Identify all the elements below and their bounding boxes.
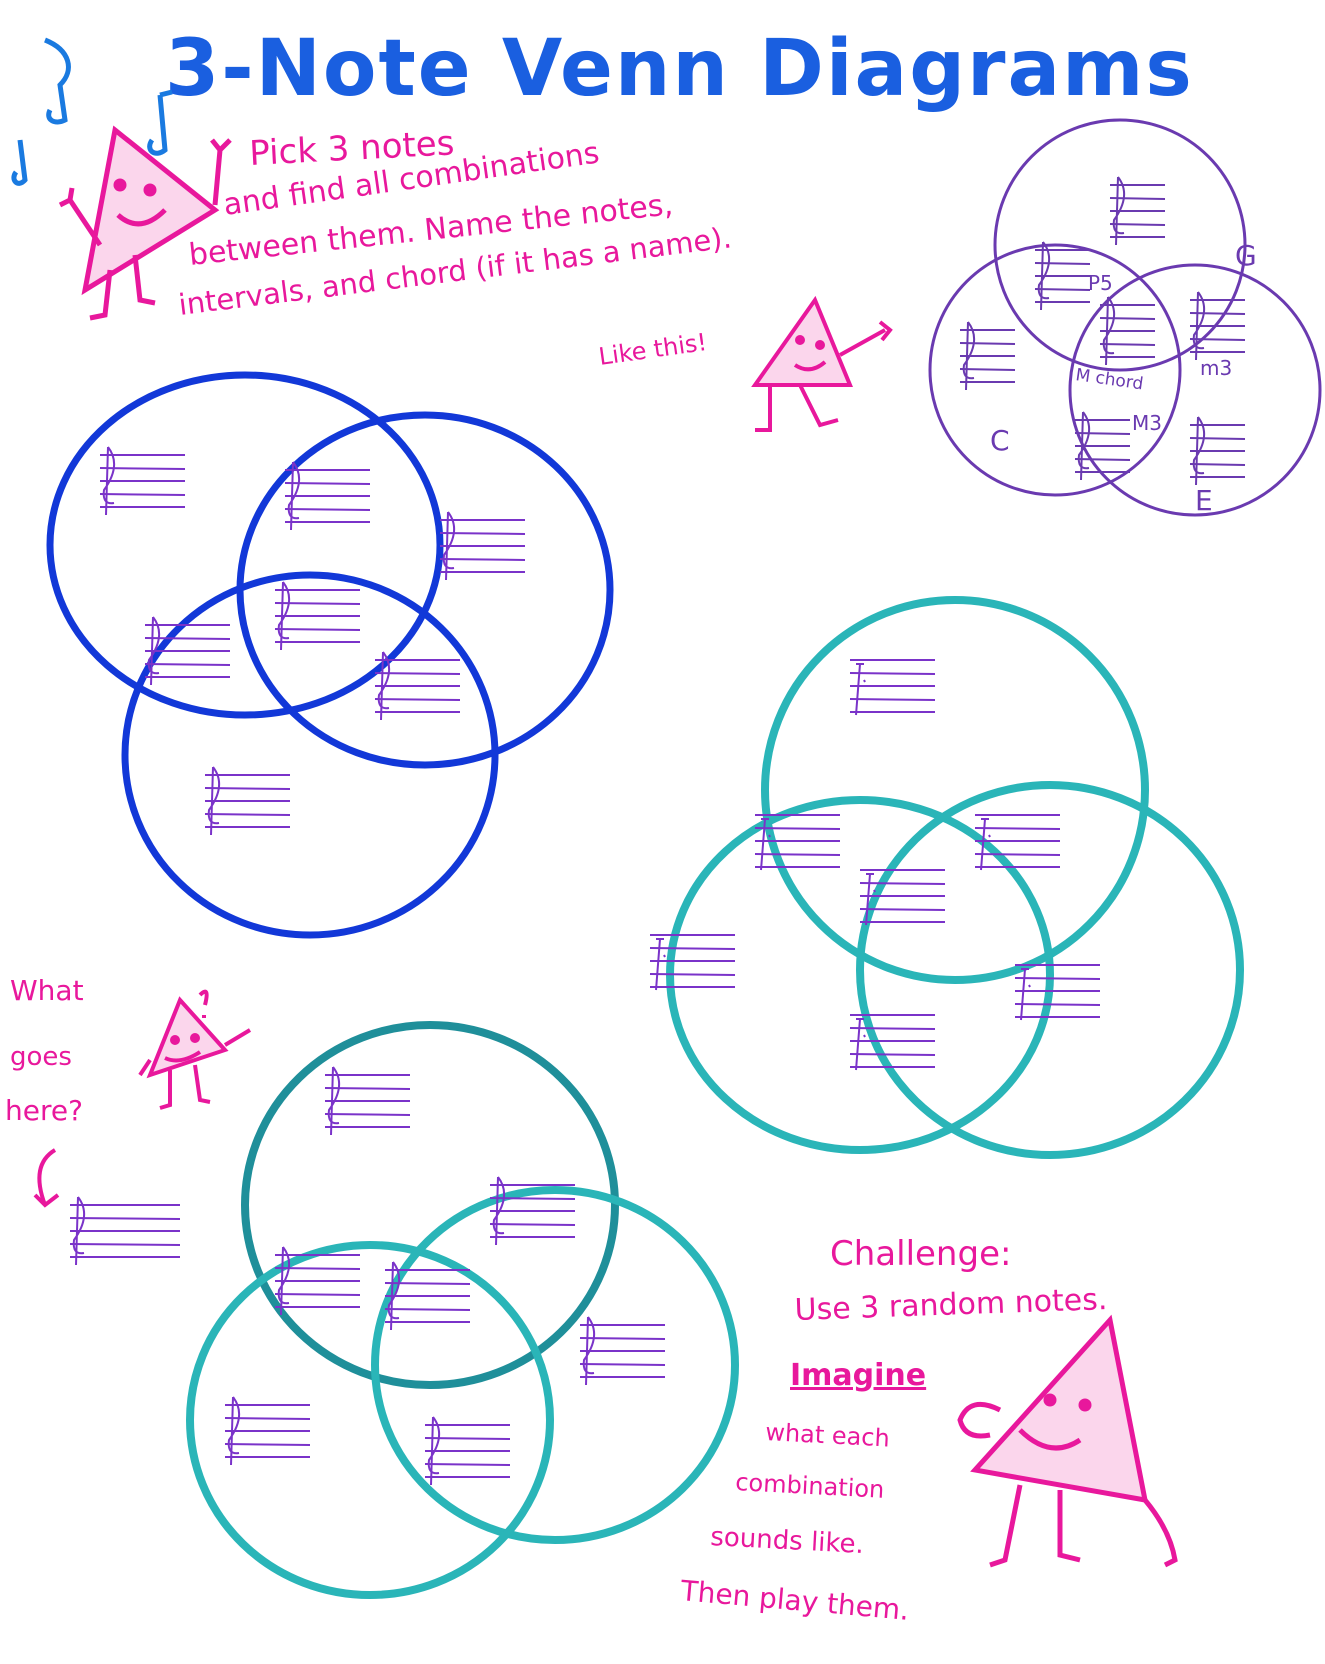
- teal-right-staff-6: [1015, 965, 1100, 1020]
- example-note-g: G: [1235, 239, 1257, 272]
- hint-staff: [70, 1197, 180, 1265]
- teal-right-staff-1: [850, 660, 935, 715]
- example-note-e: E: [1195, 484, 1213, 517]
- example-staff-7: [1190, 417, 1245, 485]
- challenge-line-4: sounds like.: [710, 1522, 865, 1560]
- triangle-mascot-large: [960, 1320, 1175, 1565]
- hint-line-1: What: [10, 974, 84, 1007]
- teal-venn-diagram-right: [650, 600, 1240, 1155]
- page-title: 3-Note Venn Diagrams: [165, 24, 1194, 114]
- like-this-caption: Like this!: [597, 328, 709, 371]
- challenge-line-5: Then play them.: [678, 1574, 910, 1627]
- triangle-mascot-pointing: [755, 300, 890, 430]
- blue-venn-diagram: [50, 375, 610, 935]
- triangle-mascot-thinking: [140, 992, 250, 1108]
- challenge-line-3: combination: [735, 1468, 885, 1504]
- example-staff-4: [1190, 292, 1245, 360]
- teal-right-staff-5: [650, 935, 735, 990]
- example-staff-2: [1035, 242, 1090, 310]
- challenge-heading: Challenge:: [830, 1234, 1011, 1274]
- example-staff-5: [960, 322, 1015, 390]
- teal-bottom-circle-2: [375, 1190, 735, 1540]
- example-note-c: C: [990, 424, 1010, 457]
- teal-bottom-staff-5: [580, 1317, 665, 1385]
- teal-right-staff-7: [850, 1015, 935, 1070]
- example-circle-g: [995, 120, 1245, 370]
- hint-staff-lines: [70, 1197, 180, 1265]
- example-staff-6: [1075, 412, 1130, 480]
- hint-line-2: goes: [10, 1042, 72, 1072]
- challenge-line-2: what each: [765, 1418, 891, 1452]
- example-staff-3: [1100, 297, 1155, 365]
- example-interval-m3-minor: m3: [1200, 356, 1232, 380]
- teal-bottom-staff-6: [225, 1397, 310, 1465]
- example-interval-p5: P5: [1088, 271, 1113, 295]
- example-interval-m3-major: M3: [1132, 411, 1162, 435]
- teal-bottom-circle-3: [190, 1245, 550, 1595]
- blue-staff-7: [205, 767, 290, 835]
- blue-staff-5: [145, 617, 230, 685]
- teal-bottom-staff-3: [275, 1247, 360, 1315]
- blue-staff-6: [375, 652, 460, 720]
- challenge-imagine: Imagine: [790, 1358, 926, 1393]
- blue-staff-2: [285, 462, 370, 530]
- example-staff-1: [1110, 177, 1165, 245]
- teal-bottom-staff-7: [425, 1417, 510, 1485]
- example-venn-diagram: G C E P5 m3 M3 M chord: [930, 120, 1320, 517]
- teal-bottom-staff-4: [385, 1262, 470, 1330]
- blue-staff-3: [440, 512, 525, 580]
- arrow-icon: [35, 1150, 58, 1205]
- hint-line-3: here?: [5, 1094, 83, 1127]
- hint: What goes here?: [5, 974, 84, 1127]
- teal-bottom-staff-1: [325, 1067, 410, 1135]
- instructions: Pick 3 notes and find all combinations b…: [177, 123, 734, 322]
- challenge-line-1: Use 3 random notes.: [794, 1282, 1108, 1328]
- blue-staff-1: [100, 447, 185, 515]
- teal-venn-diagram-bottom: [190, 1025, 735, 1595]
- blue-staff-4: [275, 582, 360, 650]
- teal-bottom-circle-1: [245, 1025, 615, 1385]
